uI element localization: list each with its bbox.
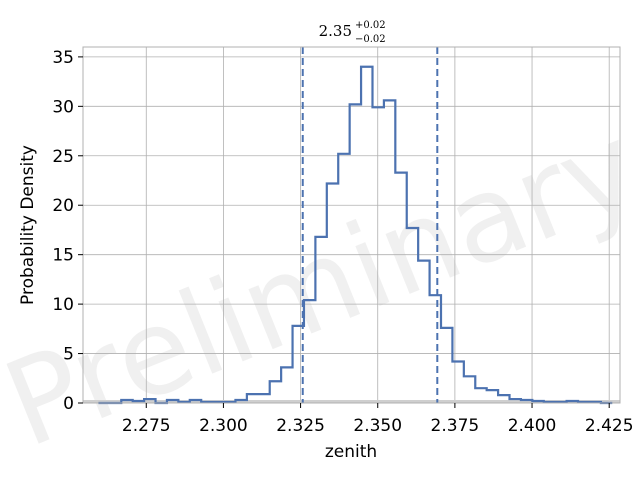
histogram-step — [98, 65, 613, 405]
histogram-bin — [270, 381, 281, 403]
histogram-bin — [441, 328, 452, 403]
histogram-bin — [487, 390, 498, 403]
x-tick-label: 2.375 — [431, 416, 480, 436]
y-tick-label: 15 — [52, 246, 74, 266]
histogram-step-line — [98, 65, 613, 405]
y-tick-label: 30 — [52, 97, 74, 117]
histogram-bin — [327, 183, 338, 403]
y-tick-label: 5 — [63, 345, 74, 365]
histogram-bin — [430, 295, 441, 403]
histogram-bin — [372, 107, 383, 403]
y-tick-label: 10 — [52, 295, 74, 315]
histogram-bin — [350, 104, 361, 403]
x-tick-label: 2.425 — [585, 416, 634, 436]
histogram-bin — [395, 173, 406, 403]
histogram-bin — [315, 237, 326, 403]
histogram-bin — [338, 154, 349, 403]
x-tick-label: 2.300 — [199, 416, 248, 436]
histogram-bin — [498, 395, 509, 403]
histogram-bin — [407, 228, 418, 403]
histogram-bin — [281, 367, 292, 403]
histogram-bin — [247, 394, 258, 403]
title-value: 2.35 — [319, 22, 352, 40]
y-tick-label: 20 — [52, 196, 74, 216]
y-axis-label: Probability Density — [18, 145, 38, 305]
x-axis-ticks: 2.275 2.300 2.325 2.350 2.375 2.400 2.425 — [122, 403, 634, 436]
y-tick-label: 35 — [52, 48, 74, 68]
zero-baseline — [83, 400, 620, 403]
y-tick-label: 0 — [63, 394, 74, 414]
x-tick-label: 2.325 — [276, 416, 325, 436]
histogram-bin — [361, 67, 372, 403]
x-tick-label: 2.275 — [122, 416, 171, 436]
histogram-bin — [304, 300, 315, 403]
chart-title: 2.35 +0.02 −0.02 — [319, 20, 386, 45]
histogram-bin — [144, 399, 155, 403]
histogram-bin — [510, 399, 521, 403]
histogram-bin — [258, 394, 269, 403]
title-lower-error: −0.02 — [355, 34, 386, 45]
histogram-bin — [464, 376, 475, 403]
x-tick-label: 2.400 — [508, 416, 557, 436]
credible-interval-lines — [301, 47, 439, 403]
zero-band — [83, 400, 620, 403]
histogram-bin — [452, 361, 463, 403]
histogram-bin — [384, 100, 395, 403]
histogram-bin — [418, 261, 429, 403]
x-tick-label: 2.350 — [353, 416, 402, 436]
histogram-bin — [475, 388, 486, 403]
plot-frame — [82, 46, 621, 404]
y-tick-label: 25 — [52, 147, 74, 167]
y-axis-ticks: 0 5 10 15 20 25 30 35 — [52, 48, 83, 414]
x-axis-label: zenith — [325, 442, 377, 462]
title-upper-error: +0.02 — [355, 20, 386, 31]
